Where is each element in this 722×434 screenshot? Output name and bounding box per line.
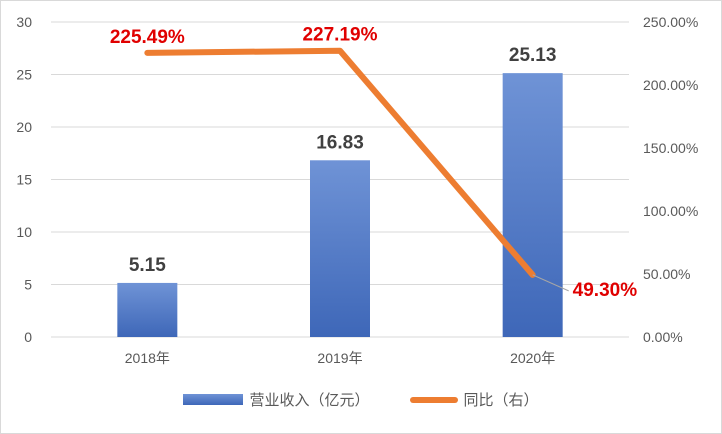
- legend-line-swatch: [409, 396, 458, 403]
- y-right-tick-label: 100.00%: [643, 203, 698, 219]
- y-right-tick-label: 250.00%: [643, 14, 698, 30]
- yoy-data-label: 49.30%: [573, 280, 638, 301]
- y-left-tick-label: 0: [24, 329, 32, 345]
- y-left-tick-label: 20: [16, 119, 32, 135]
- y-left-tick-label: 30: [16, 14, 32, 30]
- leader-line: [532, 274, 569, 292]
- y-right-tick-label: 0.00%: [643, 329, 683, 345]
- y-right-tick-label: 150.00%: [643, 140, 698, 156]
- yoy-series-line: [144, 47, 536, 278]
- bar: [310, 160, 370, 337]
- y-left-tick-label: 10: [16, 224, 32, 240]
- y-left-tick-label: 5: [24, 277, 32, 293]
- x-tick-label: 2018年: [125, 350, 170, 366]
- x-tick-label: 2020年: [510, 350, 555, 366]
- legend: 营业收入（亿元） 同比（右）: [1, 389, 721, 410]
- y-left-tick-label: 25: [16, 67, 32, 83]
- legend-label-yoy: 同比（右）: [463, 391, 539, 409]
- legend-item-revenue: 营业收入（亿元）: [183, 389, 370, 410]
- bar: [117, 282, 178, 337]
- x-tick-label: 2019年: [317, 350, 362, 366]
- bar-data-label: 16.83: [316, 132, 364, 153]
- legend-bar-swatch: [183, 394, 244, 405]
- y-right-tick-label: 50.00%: [643, 266, 690, 282]
- yoy-data-label: 227.19%: [302, 25, 377, 46]
- bar: [502, 73, 563, 337]
- bar-data-label: 5.15: [129, 255, 166, 276]
- legend-item-yoy: 同比（右）: [409, 389, 539, 410]
- bar-data-label: 25.13: [509, 45, 557, 66]
- y-right-tick-label: 200.00%: [643, 77, 698, 93]
- legend-label-revenue: 营业收入（亿元）: [249, 391, 370, 409]
- y-left-tick-label: 15: [16, 172, 32, 188]
- yoy-data-label: 225.49%: [110, 27, 185, 48]
